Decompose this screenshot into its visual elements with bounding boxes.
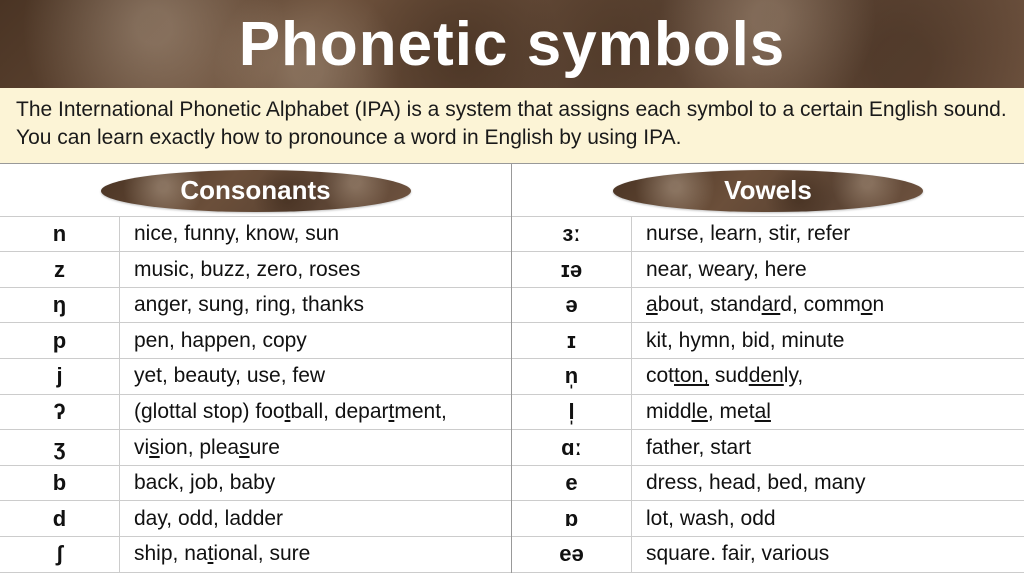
title-banner: Phonetic symbols	[0, 0, 1024, 88]
example-words: kit, hymn, bid, minute	[632, 329, 1024, 353]
example-words: cotton, suddenly,	[632, 364, 1024, 388]
example-words: nurse, learn, stir, refer	[632, 222, 1024, 246]
consonants-column: Consonants nnice, funny, know, sunzmusic…	[0, 164, 512, 573]
phonetic-symbol: b	[0, 466, 120, 501]
table-row: ɒlot, wash, odd	[512, 501, 1024, 537]
example-words: music, buzz, zero, roses	[120, 258, 511, 282]
phonetic-symbol: j	[0, 359, 120, 394]
phonetic-symbol: ɒ	[512, 501, 632, 536]
table-row: nnice, funny, know, sun	[0, 217, 511, 253]
example-words: middle, metal	[632, 400, 1024, 424]
table-row: l̩middle, metal	[512, 395, 1024, 431]
phonetic-symbol: eə	[512, 537, 632, 572]
table-row: ʔ(glottal stop) football, department,	[0, 395, 511, 431]
phonetic-symbol: p	[0, 323, 120, 358]
table-row: ɪənear, weary, here	[512, 252, 1024, 288]
description-text: The International Phonetic Alphabet (IPA…	[0, 88, 1024, 163]
example-words: back, job, baby	[120, 471, 511, 495]
vowels-ellipse: Vowels	[613, 170, 923, 212]
table-row: dday, odd, ladder	[0, 501, 511, 537]
vowels-header: Vowels	[512, 164, 1024, 217]
phonetic-symbol: ʔ	[0, 395, 120, 430]
example-words: near, weary, here	[632, 258, 1024, 282]
table-row: n̩cotton, suddenly,	[512, 359, 1024, 395]
example-words: nice, funny, know, sun	[120, 222, 511, 246]
table-row: edress, head, bed, many	[512, 466, 1024, 502]
example-words: day, odd, ladder	[120, 507, 511, 531]
phonetic-symbol: ɜː	[512, 217, 632, 252]
vowels-column: Vowels ɜːnurse, learn, stir, referɪənear…	[512, 164, 1024, 573]
phonetic-symbol: ʃ	[0, 537, 120, 572]
phonetic-symbol: ə	[512, 288, 632, 323]
table-row: ʃship, national, sure	[0, 537, 511, 573]
phonetic-symbol: e	[512, 466, 632, 501]
consonants-label: Consonants	[180, 175, 330, 206]
vowels-label: Vowels	[724, 175, 812, 206]
phonetic-symbol: ʒ	[0, 430, 120, 465]
table-row: ɜːnurse, learn, stir, refer	[512, 217, 1024, 253]
example-words: ship, national, sure	[120, 542, 511, 566]
example-words: anger, sung, ring, thanks	[120, 293, 511, 317]
page-title: Phonetic symbols	[239, 9, 786, 80]
consonants-rows: nnice, funny, know, sunzmusic, buzz, zer…	[0, 217, 511, 573]
vowels-rows: ɜːnurse, learn, stir, referɪənear, weary…	[512, 217, 1024, 573]
example-words: (glottal stop) football, department,	[120, 400, 511, 424]
example-words: yet, beauty, use, few	[120, 364, 511, 388]
example-words: lot, wash, odd	[632, 507, 1024, 531]
phonetic-symbol: ŋ	[0, 288, 120, 323]
table-row: əabout, standard, common	[512, 288, 1024, 324]
phonetic-symbol: ɑː	[512, 430, 632, 465]
consonants-ellipse: Consonants	[101, 170, 411, 212]
example-words: dress, head, bed, many	[632, 471, 1024, 495]
table-row: ppen, happen, copy	[0, 323, 511, 359]
example-words: vision, pleasure	[120, 436, 511, 460]
phonetic-symbol: n̩	[512, 359, 632, 394]
phonetic-symbol: d	[0, 501, 120, 536]
example-words: father, start	[632, 436, 1024, 460]
phonetic-symbol: z	[0, 252, 120, 287]
phonetic-symbol: l̩	[512, 395, 632, 430]
table-row: ŋanger, sung, ring, thanks	[0, 288, 511, 324]
table-row: ʒvision, pleasure	[0, 430, 511, 466]
table-row: ɪkit, hymn, bid, minute	[512, 323, 1024, 359]
tables-container: Consonants nnice, funny, know, sunzmusic…	[0, 163, 1024, 573]
table-row: eəsquare. fair, various	[512, 537, 1024, 573]
table-row: bback, job, baby	[0, 466, 511, 502]
consonants-header: Consonants	[0, 164, 511, 217]
example-words: about, standard, common	[632, 293, 1024, 317]
phonetic-symbol: ɪ	[512, 323, 632, 358]
table-row: jyet, beauty, use, few	[0, 359, 511, 395]
example-words: square. fair, various	[632, 542, 1024, 566]
table-row: ɑːfather, start	[512, 430, 1024, 466]
phonetic-symbol: ɪə	[512, 252, 632, 287]
table-row: zmusic, buzz, zero, roses	[0, 252, 511, 288]
example-words: pen, happen, copy	[120, 329, 511, 353]
phonetic-symbol: n	[0, 217, 120, 252]
